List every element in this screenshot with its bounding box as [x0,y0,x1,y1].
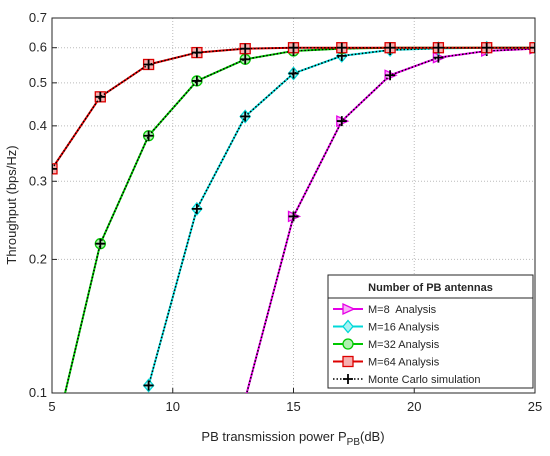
x-tick-label: 10 [166,399,180,414]
marker [385,70,396,81]
marker [52,163,57,174]
marker [143,380,154,391]
marker [288,42,299,53]
marker [191,47,202,58]
marker [481,42,492,53]
marker [240,394,250,404]
legend-label: Monte Carlo simulation [368,374,481,386]
marker [239,392,240,393]
marker [342,319,354,334]
marker [191,203,202,214]
x-tick-label: 20 [407,399,421,414]
marker [343,374,353,384]
marker [342,338,354,350]
y-tick-label: 0.3 [29,173,47,188]
marker [240,111,251,122]
x-tick-label: 5 [48,399,55,414]
y-tick-label: 0.7 [29,10,47,25]
y-tick-label: 0.2 [29,251,47,266]
marker [240,43,251,54]
axes-box [51,17,536,394]
marker [530,42,535,53]
x-axis-label: PB transmission power PPB(dB) [201,429,384,448]
x-tick-label: 25 [528,399,542,414]
marker [288,68,299,79]
x-label-unit: (dB) [360,429,385,444]
marker [240,54,251,65]
x-label-main: PB transmission power P [201,429,346,444]
y-axis-label: Throughput (bps/Hz) [4,145,19,264]
y-tick-label: 0.5 [29,75,47,90]
marker [288,211,299,222]
marker [433,42,444,53]
marker [47,443,57,451]
x-tick-label: 15 [286,399,300,414]
marker [143,59,154,70]
y-tick-label: 0.1 [29,385,47,400]
marker [95,238,106,249]
x-label-sub: PB [347,437,361,448]
marker [336,42,347,53]
marker [342,302,356,316]
y-tick-label: 0.6 [29,40,47,55]
marker [95,91,106,102]
marker [191,75,202,86]
legend-label: M=32 Analysis [368,339,440,351]
marker [143,130,154,141]
marker [385,42,396,53]
marker [47,443,57,451]
y-tick-label: 0.4 [29,118,47,133]
legend-title: Number of PB antennas [368,282,493,294]
marker [342,355,354,368]
legend-box [327,274,534,389]
legend-label: M=8 Analysis [368,304,437,316]
legend-label: M=64 Analysis [368,357,440,369]
plot-layer [47,40,535,451]
legend-label: M=16 Analysis [368,322,440,334]
marker [336,116,347,127]
